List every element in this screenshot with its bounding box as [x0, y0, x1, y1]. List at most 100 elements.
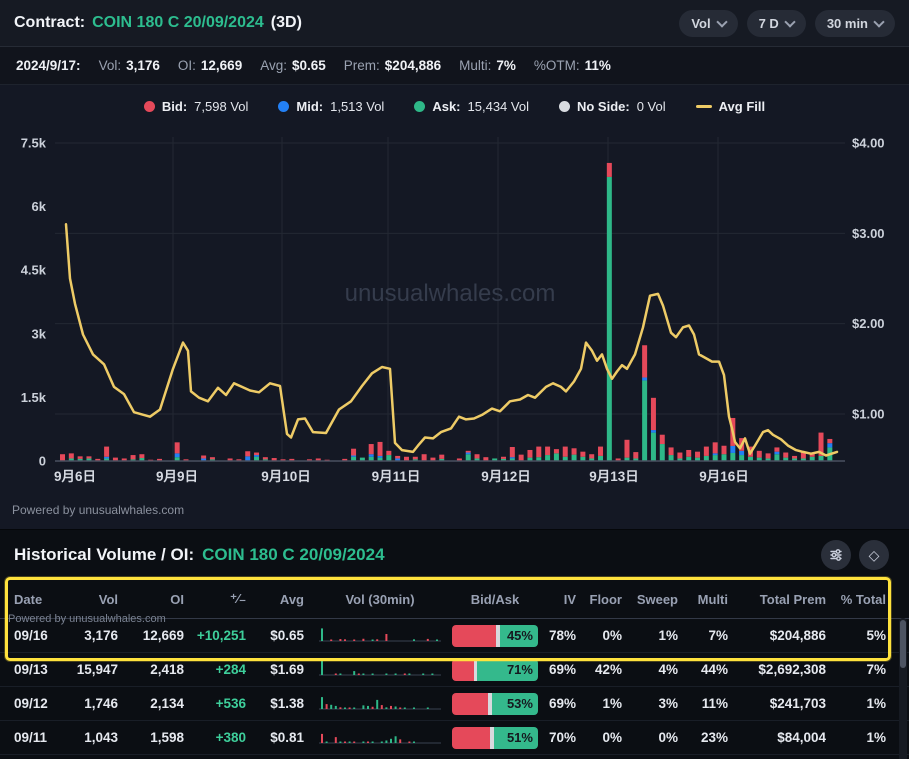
- chart-legend: Bid: 7,598 Vol Mid: 1,513 Vol Ask: 15,434 Vol…: [0, 85, 909, 123]
- cell-pct-total: 1%: [866, 696, 886, 711]
- range-dropdown-label: 7 D: [758, 15, 779, 31]
- table-row-09-11[interactable]: 09/11 1,043 1,598 +380 $0.81 51% 70% 0% 0% 23% $84…: [0, 721, 909, 755]
- column-header-avg[interactable]: Avg: [279, 591, 304, 607]
- column-header-multi[interactable]: Multi: [697, 591, 728, 607]
- cell-vol: 1,746: [84, 696, 118, 711]
- cell-avg: $1.69: [270, 662, 304, 677]
- cell-oi: 12,669: [142, 628, 184, 643]
- svg-text:$3.00: $3.00: [852, 226, 885, 241]
- volume-price-chart[interactable]: unusualwhales.com 7.5k 6k 4.5k 3k 1.5k 0 $4.00 $…: [0, 123, 909, 495]
- interval-dropdown[interactable]: 30 min: [814, 9, 895, 37]
- svg-text:3k: 3k: [32, 326, 47, 341]
- table-row-09-12[interactable]: 09/12 1,746 2,134 +536 $1.38 53% 69% 1% 3% 11% $24…: [0, 687, 909, 721]
- sliders-icon: [830, 549, 842, 561]
- column-header-bid-ask[interactable]: Bid/Ask: [470, 591, 520, 607]
- cell-vol: 3,176: [84, 628, 118, 643]
- column-header-iv[interactable]: IV: [563, 591, 576, 607]
- column-header-vol[interactable]: Vol: [98, 591, 118, 607]
- no-side-dot-icon: [558, 100, 570, 112]
- cell-multi: 23%: [700, 730, 728, 745]
- column-header-floor[interactable]: Floor: [589, 591, 623, 607]
- cell-avg: $1.38: [270, 696, 304, 711]
- legend-value: 15,434 Vol: [467, 98, 529, 114]
- filter-settings-button[interactable]: [821, 540, 851, 570]
- bid-ask-bar: 45%: [452, 624, 538, 647]
- column-header--[interactable]: ⁺⁄₋: [230, 591, 246, 606]
- scrollbar-thumb[interactable]: [900, 620, 906, 668]
- vol-30min-sparkline: [319, 661, 441, 676]
- cell-floor: 1%: [602, 696, 622, 711]
- stat-label: OI:: [177, 58, 196, 73]
- stat-value: 7%: [496, 58, 516, 73]
- contract-title: Contract: COIN 180 C 20/09/2024 (3D): [14, 14, 302, 32]
- chevron-down-icon: [784, 15, 796, 28]
- cell-bid-ask: 45%: [450, 624, 540, 647]
- stat-avg: Avg: $0.65: [260, 58, 326, 73]
- legend-value: 7,598 Vol: [194, 98, 249, 114]
- table-watermark: Powered by unusualwhales.com: [8, 613, 166, 625]
- column-header-oi[interactable]: OI: [170, 591, 184, 607]
- legend-item-mid[interactable]: Mid: 1,513 Vol: [278, 99, 384, 114]
- svg-text:$2.00: $2.00: [852, 316, 885, 331]
- cell-avg: $0.65: [270, 628, 304, 643]
- svg-text:9月9日: 9月9日: [156, 469, 198, 484]
- legend-item-avg-fill[interactable]: Avg Fill: [695, 98, 766, 114]
- column-header-vol-30min-[interactable]: Vol (30min): [345, 591, 415, 607]
- sort-button[interactable]: ◇: [859, 540, 889, 570]
- cell-bid-ask: 71%: [450, 658, 540, 681]
- vol-30min-sparkline: [319, 697, 441, 710]
- legend-label: Mid:: [296, 98, 324, 114]
- stat-label: Avg:: [260, 58, 287, 73]
- bid-dot-icon: [143, 100, 155, 112]
- range-dropdown[interactable]: 7 D: [746, 9, 806, 37]
- stat-multi: Multi: 7%: [459, 58, 516, 73]
- historical-title-symbol: COIN 180 C 20/09/2024: [202, 545, 385, 564]
- svg-text:1.5k: 1.5k: [21, 390, 47, 405]
- cell-oi: 1,598: [150, 730, 184, 745]
- table-row-09-16[interactable]: 09/16 3,176 12,669 +10,251 $0.65 45% 78% 0% 1% 7%…: [0, 619, 909, 653]
- bid-ask-bar: 51%: [452, 726, 538, 749]
- cell-vol-30min: [310, 727, 450, 748]
- stat-oi: OI: 12,669: [178, 58, 242, 73]
- table-row-09-13[interactable]: 09/13 15,947 2,418 +284 $1.69 71% 69% 42% 4% 44% $…: [0, 653, 909, 687]
- cell-total-prem: $204,886: [769, 628, 826, 643]
- contract-label: Contract:: [14, 14, 86, 31]
- column-header-total-prem[interactable]: Total Prem: [759, 591, 826, 607]
- svg-text:7.5k: 7.5k: [21, 136, 47, 151]
- stat-label: Multi:: [459, 58, 492, 73]
- cell-iv: 69%: [548, 696, 576, 711]
- cell-multi: 7%: [708, 628, 728, 643]
- column-header-sweep[interactable]: Sweep: [636, 591, 678, 607]
- cell-floor: 0%: [602, 730, 622, 745]
- cell-iv: 70%: [548, 730, 576, 745]
- column-header-date[interactable]: Date: [14, 591, 43, 607]
- legend-label: No Side:: [576, 98, 630, 114]
- metric-dropdown[interactable]: Vol: [679, 9, 738, 37]
- cell-floor: 0%: [602, 628, 622, 643]
- cell-total-prem: $241,703: [769, 696, 826, 711]
- legend-item-no-side[interactable]: No Side: 0 Vol: [558, 98, 666, 114]
- legend-label: Avg Fill: [718, 98, 766, 114]
- legend-item-bid[interactable]: Bid: 7,598 Vol: [143, 98, 249, 114]
- svg-text:9月10日: 9月10日: [261, 469, 311, 484]
- cell-oi-change: +284: [215, 662, 246, 677]
- svg-text:6k: 6k: [32, 199, 47, 214]
- column-header--total[interactable]: % Total: [840, 591, 886, 607]
- cell-total-prem: $2,692,308: [758, 662, 826, 677]
- metric-dropdown-label: Vol: [691, 15, 711, 31]
- legend-item-ask[interactable]: Ask: 15,434 Vol: [414, 99, 529, 114]
- table-header-row: Date Vol OI ⁺⁄₋ Avg Vol (30min) Bid/Ask IV Floor…: [0, 580, 909, 619]
- cell-sweep: 1%: [658, 628, 678, 643]
- table-scrollbar[interactable]: [899, 618, 907, 759]
- avg-fill-line-icon: [695, 104, 712, 108]
- bid-ask-bar: 53%: [452, 692, 538, 715]
- stat-value: 3,176: [126, 58, 160, 73]
- powered-by-text: Powered by unusualwhales.com: [12, 503, 185, 517]
- legend-value: 1,513 Vol: [330, 98, 385, 114]
- stat-value: $0.65: [291, 58, 326, 73]
- svg-text:9月16日: 9月16日: [699, 469, 749, 484]
- stat-label: Vol:: [98, 58, 122, 73]
- chart-panel: Bid: 7,598 Vol Mid: 1,513 Vol Ask: 15,434 Vol…: [0, 85, 909, 529]
- ask-dot-icon: [414, 100, 426, 112]
- historical-table: Powered by unusualwhales.com Date Vol OI ⁺⁄…: [0, 577, 909, 755]
